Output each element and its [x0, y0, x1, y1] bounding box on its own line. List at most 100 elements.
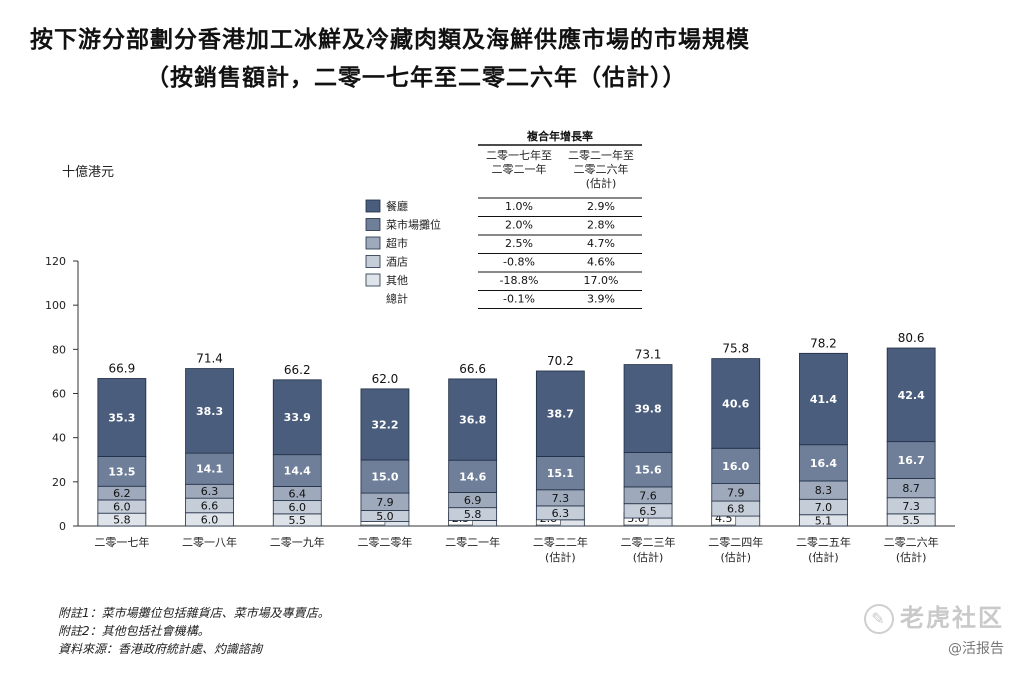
- x-tick-label: 二零二一年: [445, 535, 500, 549]
- data-label: 8.7: [902, 482, 920, 495]
- data-label: 8.3: [815, 484, 833, 497]
- watermark-main: 老虎社区: [900, 604, 1004, 632]
- bar-segment: [886, 347, 936, 443]
- legend-label: 總計: [386, 292, 408, 306]
- bar-total-label: 75.8: [722, 342, 749, 356]
- data-label: 6.8: [727, 503, 745, 516]
- bar-segment: [623, 364, 673, 453]
- footnote-2: 附註2：其他包括社會機構。: [58, 624, 210, 638]
- cagr-col2-header: 二零二六年: [574, 162, 629, 176]
- bar-segment: [272, 379, 322, 456]
- data-label: 7.3: [552, 492, 570, 505]
- data-label: 42.4: [898, 389, 925, 402]
- bar-total-label: 78.2: [810, 336, 837, 350]
- x-tick-label: 二零一八年: [182, 535, 237, 549]
- legend-swatch: [365, 218, 381, 231]
- bar-segment: [360, 459, 410, 494]
- x-tick-label: 二零二四年: [708, 535, 763, 549]
- watermark: ✎ 老虎社区 @活报告: [864, 598, 1004, 658]
- data-label: 16.4: [810, 457, 837, 470]
- data-label: 6.0: [201, 513, 219, 526]
- data-label: 14.4: [284, 465, 311, 478]
- bar-total-label: 66.9: [108, 361, 135, 375]
- data-label: 41.4: [810, 393, 837, 406]
- data-label: 38.3: [196, 405, 223, 418]
- chart-title-line1: 按下游分部劃分香港加工冰鮮及冷藏肉類及海鮮供應市場的市場規模: [30, 27, 750, 53]
- data-label: 5.5: [289, 514, 307, 527]
- x-tick-label: 二零一七年: [94, 535, 149, 549]
- y-tick-label: 0: [59, 520, 66, 533]
- data-label: 7.6: [639, 489, 657, 502]
- y-axis-label: 十億港元: [62, 164, 114, 180]
- bar-segment: [799, 444, 848, 482]
- data-label: 6.5: [639, 505, 657, 518]
- bar-segment: [886, 441, 936, 479]
- data-label: 15.1: [547, 467, 574, 480]
- x-tick-label: 二零二五年: [796, 535, 851, 549]
- data-label: 6.6: [201, 499, 219, 512]
- cagr-value-col1: 1.0%: [505, 200, 533, 213]
- data-label: 32.2: [371, 418, 398, 431]
- x-tick-label: (估計): [633, 550, 664, 564]
- footnote-1: 附註1：菜市場攤位包括雜貨店、菜市場及專賣店。: [58, 606, 330, 620]
- data-label: 7.9: [376, 496, 394, 509]
- source-note: 資料來源：香港政府統計處、灼識諮詢: [58, 642, 263, 656]
- data-label: 40.6: [722, 397, 749, 410]
- cagr-col1-header: 二零二一年: [492, 162, 547, 176]
- cagr-value-col2: 2.8%: [587, 219, 615, 232]
- data-label: 6.3: [552, 507, 570, 520]
- y-tick-label: 100: [45, 299, 66, 312]
- data-label: 33.9: [284, 411, 311, 424]
- cagr-col1-header: 二零一七年至: [486, 148, 552, 162]
- data-label: 39.8: [634, 403, 661, 416]
- data-label: 14.6: [459, 470, 486, 483]
- tiger-logo-icon: ✎: [864, 604, 894, 634]
- cagr-value-col1: 2.0%: [505, 219, 533, 232]
- data-label: 38.7: [547, 408, 574, 421]
- chart-title-line2: （按銷售額計，二零一七年至二零二六年（估計））: [146, 65, 687, 91]
- x-tick-label: 二零一九年: [270, 535, 325, 549]
- x-tick-label: 二零二六年: [884, 535, 939, 549]
- stacked-bar-chart: 十億港元0204060801001205.86.06.213.535.366.9…: [45, 129, 955, 564]
- watermark-sub: @活报告: [948, 641, 1004, 657]
- data-label: 6.9: [464, 494, 482, 507]
- bar-segment: [799, 352, 848, 446]
- bar-total-label: 71.4: [196, 352, 223, 366]
- cagr-value-col2: 17.0%: [584, 274, 619, 287]
- y-tick-label: 80: [52, 343, 66, 356]
- legend-swatch: [365, 199, 381, 213]
- data-label: 15.6: [634, 464, 661, 477]
- bar-total-label: 70.2: [547, 354, 574, 368]
- x-tick-label: 二零二零年: [357, 535, 412, 549]
- bar-total-label: 80.6: [898, 331, 925, 345]
- bar-segment: [97, 378, 147, 457]
- bar-total-label: 66.2: [284, 363, 311, 377]
- data-label: 5.0: [376, 510, 394, 523]
- legend-label: 酒店: [386, 255, 408, 269]
- data-label: 6.0: [289, 501, 307, 514]
- x-tick-label: 二零二二年: [533, 535, 588, 549]
- data-label: 5.8: [113, 514, 131, 527]
- data-label: 6.0: [113, 501, 131, 514]
- data-label: 6.2: [113, 487, 131, 500]
- legend-swatch: [365, 255, 381, 268]
- y-tick-label: 60: [52, 388, 66, 401]
- legend-swatch: [365, 236, 381, 250]
- data-label: 5.5: [902, 514, 920, 527]
- data-label: 7.0: [815, 501, 833, 514]
- y-tick-label: 120: [45, 255, 66, 268]
- data-label: 13.5: [108, 465, 135, 478]
- data-label: 14.1: [196, 463, 223, 476]
- cagr-value-col2: 4.7%: [587, 237, 615, 250]
- bar-segment: [535, 370, 585, 457]
- bar-segment: [535, 456, 585, 491]
- data-label: 16.7: [898, 454, 925, 467]
- legend-label: 超市: [386, 236, 408, 250]
- data-label: 16.0: [722, 460, 749, 473]
- bar-segment: [623, 452, 673, 488]
- y-tick-label: 20: [52, 476, 66, 489]
- legend-label: 餐廳: [386, 199, 408, 213]
- data-label: 6.3: [201, 485, 219, 498]
- bar-segment: [711, 358, 761, 449]
- cagr-value-col1: -0.1%: [503, 293, 535, 306]
